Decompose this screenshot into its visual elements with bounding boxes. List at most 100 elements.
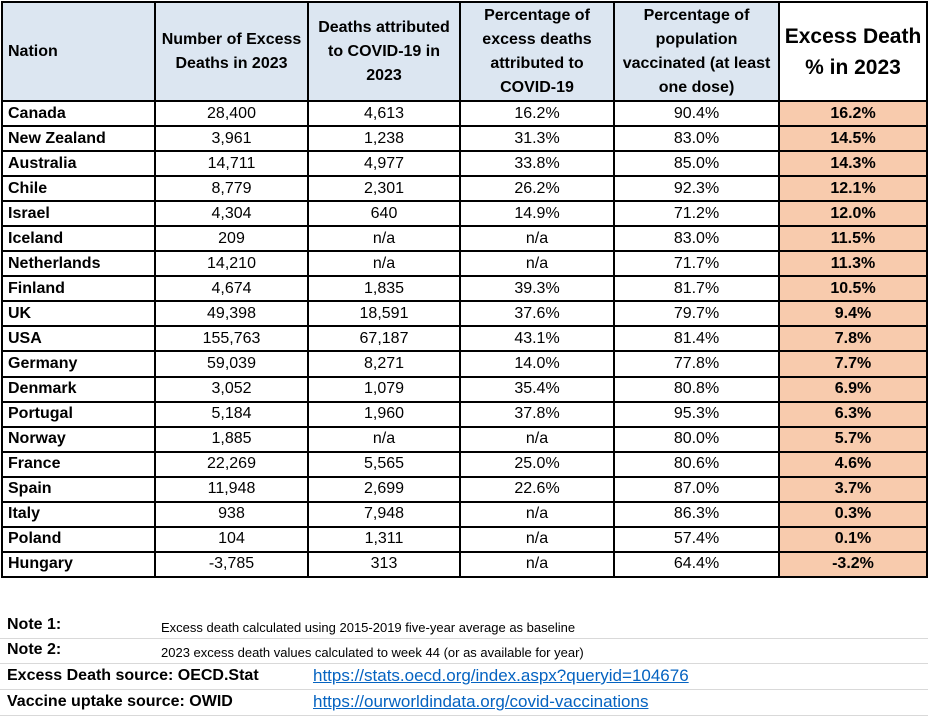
covid-percentage-cell: 37.8% xyxy=(459,400,615,428)
covid-percentage-cell: 16.2% xyxy=(459,99,615,128)
excess-deaths-cell: 3,052 xyxy=(154,375,309,403)
excess-percent-cell: 11.5% xyxy=(778,225,928,253)
excess-percent-cell: 0.1% xyxy=(778,525,928,553)
excess-deaths-cell: -3,785 xyxy=(154,550,309,578)
excess-deaths-cell: 8,779 xyxy=(154,175,309,203)
covid-percentage-cell: n/a xyxy=(459,425,615,453)
source-row-excess-death: Excess Death source: OECD.Stat https://s… xyxy=(0,664,928,690)
table-row: USA 155,763 67,187 43.1% 81.4% 7.8% xyxy=(1,325,928,353)
covid-deaths-cell: 4,613 xyxy=(307,99,461,128)
excess-deaths-cell: 155,763 xyxy=(154,325,309,353)
covid-deaths-cell: 2,301 xyxy=(307,175,461,203)
table-row: UK 49,398 18,591 37.6% 79.7% 9.4% xyxy=(1,300,928,328)
excess-deaths-cell: 4,674 xyxy=(154,275,309,303)
vaccinated-cell: 81.4% xyxy=(613,325,780,353)
notes-section: Note 1: Excess death calculated using 20… xyxy=(0,614,928,716)
excess-deaths-cell: 3,961 xyxy=(154,125,309,153)
excess-deaths-cell: 5,184 xyxy=(154,400,309,428)
vaccinated-cell: 64.4% xyxy=(613,550,780,578)
nation-cell: USA xyxy=(1,325,156,353)
excess-percent-cell: 16.2% xyxy=(778,99,928,128)
excess-deaths-cell: 1,885 xyxy=(154,425,309,453)
covid-deaths-cell: 5,565 xyxy=(307,450,461,478)
table-row: Hungary -3,785 313 n/a 64.4% -3.2% xyxy=(1,550,928,578)
excess-deaths-cell: 4,304 xyxy=(154,200,309,228)
excess-percent-cell: 10.5% xyxy=(778,275,928,303)
vaccinated-cell: 87.0% xyxy=(613,475,780,503)
covid-percentage-cell: 39.3% xyxy=(459,275,615,303)
covid-percentage-cell: n/a xyxy=(459,525,615,553)
table-row: New Zealand 3,961 1,238 31.3% 83.0% 14.5% xyxy=(1,125,928,153)
vaccinated-cell: 80.0% xyxy=(613,425,780,453)
covid-deaths-cell: 2,699 xyxy=(307,475,461,503)
header-excess-deaths: Number of Excess Deaths in 2023 xyxy=(154,1,309,102)
note-row-1: Note 1: Excess death calculated using 20… xyxy=(0,614,928,639)
excess-deaths-cell: 14,210 xyxy=(154,250,309,278)
nation-cell: Finland xyxy=(1,275,156,303)
covid-deaths-cell: n/a xyxy=(307,425,461,453)
table-row: Norway 1,885 n/a n/a 80.0% 5.7% xyxy=(1,425,928,453)
nation-cell: Denmark xyxy=(1,375,156,403)
nation-cell: Chile xyxy=(1,175,156,203)
excess-percent-cell: 14.5% xyxy=(778,125,928,153)
nation-cell: UK xyxy=(1,300,156,328)
excess-deaths-cell: 22,269 xyxy=(154,450,309,478)
excess-percent-cell: -3.2% xyxy=(778,550,928,578)
oecd-source-link[interactable]: https://stats.oecd.org/index.aspx?queryi… xyxy=(313,666,689,685)
table-row: Italy 938 7,948 n/a 86.3% 0.3% xyxy=(1,500,928,528)
vaccinated-cell: 71.2% xyxy=(613,200,780,228)
note-text: 2023 excess death values calculated to w… xyxy=(161,645,584,660)
covid-deaths-cell: 1,311 xyxy=(307,525,461,553)
nation-cell: Hungary xyxy=(1,550,156,578)
covid-deaths-cell: 313 xyxy=(307,550,461,578)
vaccinated-cell: 81.7% xyxy=(613,275,780,303)
vaccinated-cell: 92.3% xyxy=(613,175,780,203)
vaccinated-cell: 79.7% xyxy=(613,300,780,328)
covid-percentage-cell: 26.2% xyxy=(459,175,615,203)
covid-deaths-cell: 640 xyxy=(307,200,461,228)
vaccinated-cell: 83.0% xyxy=(613,125,780,153)
nation-cell: Israel xyxy=(1,200,156,228)
nation-cell: Netherlands xyxy=(1,250,156,278)
table-body: Canada 28,400 4,613 16.2% 90.4% 16.2% New Zeal… xyxy=(1,99,928,578)
covid-percentage-cell: 33.8% xyxy=(459,150,615,178)
nation-cell: New Zealand xyxy=(1,125,156,153)
table-row: Germany 59,039 8,271 14.0% 77.8% 7.7% xyxy=(1,350,928,378)
nation-cell: Iceland xyxy=(1,225,156,253)
table-row: Spain 11,948 2,699 22.6% 87.0% 3.7% xyxy=(1,475,928,503)
excess-percent-cell: 3.7% xyxy=(778,475,928,503)
vaccinated-cell: 83.0% xyxy=(613,225,780,253)
excess-percent-cell: 11.3% xyxy=(778,250,928,278)
covid-deaths-cell: 1,238 xyxy=(307,125,461,153)
header-excess-death-percent: Excess Death % in 2023 xyxy=(778,1,928,102)
note-row-2: Note 2: 2023 excess death values calcula… xyxy=(0,639,928,664)
vaccinated-cell: 95.3% xyxy=(613,400,780,428)
vaccinated-cell: 80.6% xyxy=(613,450,780,478)
nation-cell: France xyxy=(1,450,156,478)
covid-percentage-cell: n/a xyxy=(459,250,615,278)
nation-cell: Canada xyxy=(1,99,156,128)
source-label: Vaccine uptake source: OWID xyxy=(7,693,233,710)
table-row: Denmark 3,052 1,079 35.4% 80.8% 6.9% xyxy=(1,375,928,403)
excess-percent-cell: 14.3% xyxy=(778,150,928,178)
excess-percent-cell: 9.4% xyxy=(778,300,928,328)
nation-cell: Portugal xyxy=(1,400,156,428)
covid-percentage-cell: 22.6% xyxy=(459,475,615,503)
covid-deaths-cell: n/a xyxy=(307,250,461,278)
header-row: Nation Number of Excess Deaths in 2023 D… xyxy=(1,1,928,102)
header-covid-deaths: Deaths attributed to COVID-19 in 2023 xyxy=(307,1,461,102)
header-covid-percentage: Percentage of excess deaths attributed t… xyxy=(459,1,615,102)
table-row: Netherlands 14,210 n/a n/a 71.7% 11.3% xyxy=(1,250,928,278)
table-row: France 22,269 5,565 25.0% 80.6% 4.6% xyxy=(1,450,928,478)
excess-percent-cell: 0.3% xyxy=(778,500,928,528)
excess-percent-cell: 7.7% xyxy=(778,350,928,378)
excess-percent-cell: 4.6% xyxy=(778,450,928,478)
excess-percent-cell: 7.8% xyxy=(778,325,928,353)
table-row: Iceland 209 n/a n/a 83.0% 11.5% xyxy=(1,225,928,253)
covid-deaths-cell: 1,079 xyxy=(307,375,461,403)
covid-percentage-cell: 43.1% xyxy=(459,325,615,353)
excess-percent-cell: 12.1% xyxy=(778,175,928,203)
covid-percentage-cell: 14.9% xyxy=(459,200,615,228)
covid-percentage-cell: 37.6% xyxy=(459,300,615,328)
owid-source-link[interactable]: https://ourworldindata.org/covid-vaccina… xyxy=(313,692,649,711)
